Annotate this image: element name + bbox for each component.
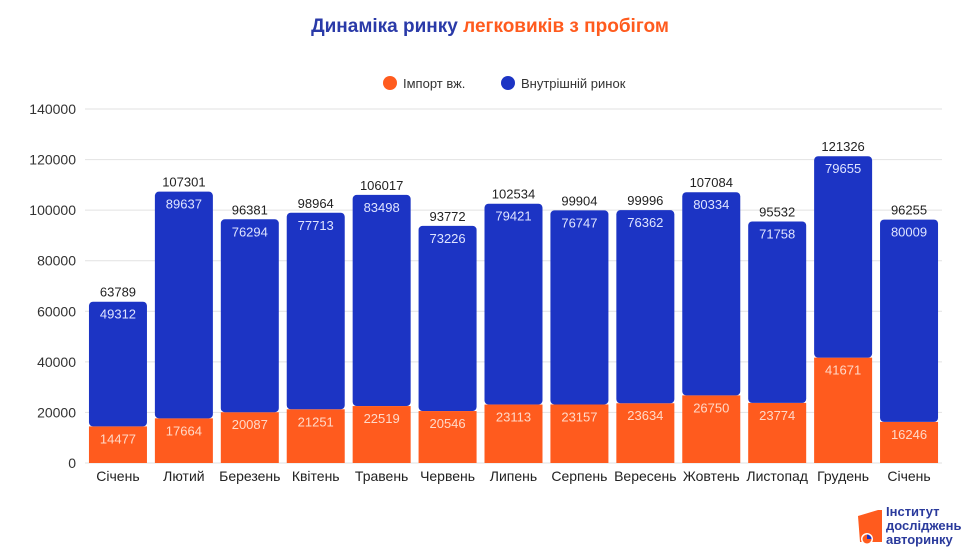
x-tick-label: Вересень — [614, 468, 677, 484]
data-label: 80009 — [891, 225, 927, 240]
total-label: 98964 — [298, 196, 334, 211]
bar-segment — [154, 418, 213, 463]
y-tick-label: 140000 — [29, 101, 76, 117]
y-tick-label: 40000 — [37, 354, 76, 370]
total-label: 96255 — [891, 203, 927, 218]
bar-segment — [484, 404, 543, 463]
x-tick-label: Травень — [355, 468, 408, 484]
title-part-2: легковиків з пробігом — [463, 16, 669, 37]
data-label: 23774 — [759, 408, 795, 423]
bar-segment — [88, 301, 147, 427]
data-label: 89637 — [166, 197, 202, 212]
x-tick-label: Липень — [490, 468, 537, 484]
bar-segment — [286, 212, 345, 410]
bar-segment — [550, 404, 609, 463]
legend-label: Внутрішній ринок — [521, 76, 626, 91]
data-label: 80334 — [693, 197, 729, 212]
bar-segment — [418, 411, 477, 463]
x-tick-label: Січень — [96, 468, 139, 484]
bar-segment — [418, 225, 477, 412]
title-part-1: Динаміка ринку — [311, 16, 458, 37]
data-label: 14477 — [100, 431, 136, 446]
logo-line-3: авторинку — [886, 532, 953, 547]
bar-segment — [550, 210, 609, 405]
bar-segment — [616, 210, 675, 404]
data-label: 23634 — [627, 408, 663, 423]
data-label: 83498 — [364, 200, 400, 215]
data-label: 21251 — [298, 414, 334, 429]
y-tick-label: 120000 — [29, 152, 76, 168]
logo-car-icon — [858, 510, 882, 545]
data-label: 22519 — [364, 411, 400, 426]
y-tick-label: 60000 — [37, 303, 76, 319]
bar-segment — [352, 406, 411, 463]
data-label: 73226 — [429, 231, 465, 246]
total-label: 99996 — [627, 193, 663, 208]
y-tick-label: 0 — [68, 455, 76, 471]
total-label: 121326 — [821, 139, 864, 154]
total-label: 99904 — [561, 193, 597, 208]
x-tick-label: Серпень — [551, 468, 607, 484]
bar-segment — [880, 421, 939, 463]
y-tick-label: 20000 — [37, 404, 76, 420]
bar-segment — [352, 194, 411, 407]
data-label: 76294 — [232, 224, 268, 239]
x-tick-label: Лютий — [163, 468, 204, 484]
total-label: 107084 — [690, 175, 733, 190]
bar-segment — [880, 219, 939, 422]
data-label: 41671 — [825, 363, 861, 378]
bar-segment — [220, 219, 279, 413]
legend-label: Імпорт вж. — [403, 76, 465, 91]
legend-marker — [383, 76, 397, 90]
data-label: 76362 — [627, 215, 663, 230]
x-tick-label: Жовтень — [683, 468, 740, 484]
bar-segment — [814, 357, 873, 463]
x-tick-label: Листопад — [746, 468, 808, 484]
x-tick-label: Квітень — [292, 468, 340, 484]
data-label: 20546 — [429, 416, 465, 431]
total-label: 107301 — [162, 175, 205, 190]
bar-segment — [616, 403, 675, 463]
data-label: 16246 — [891, 427, 927, 442]
chart-title: Динаміка ринку легковиків з пробігом — [0, 16, 980, 38]
data-label: 17664 — [166, 423, 202, 438]
data-label: 20087 — [232, 417, 268, 432]
bar-segment — [748, 221, 807, 403]
total-label: 96381 — [232, 202, 268, 217]
data-label: 49312 — [100, 307, 136, 322]
bar-segment — [154, 191, 213, 419]
total-label: 93772 — [429, 209, 465, 224]
logo-line-2: досліджень — [886, 518, 962, 533]
data-label: 26750 — [693, 400, 729, 415]
total-label: 95532 — [759, 204, 795, 219]
bar-segment — [88, 426, 147, 463]
total-label: 106017 — [360, 178, 403, 193]
data-label: 23157 — [561, 409, 597, 424]
bar-segment — [484, 203, 543, 405]
total-label: 102534 — [492, 187, 535, 202]
logo-line-1: Інститут — [886, 504, 940, 519]
x-tick-label: Березень — [219, 468, 280, 484]
logo: Інститут досліджень авторинку — [858, 505, 962, 547]
y-tick-label: 100000 — [29, 202, 76, 218]
bar-segment — [220, 412, 279, 463]
bar-segment — [682, 395, 741, 463]
data-label: 71758 — [759, 226, 795, 241]
total-label: 63789 — [100, 285, 136, 300]
bar-segment — [682, 192, 741, 396]
data-label: 23113 — [496, 410, 531, 425]
bar-segment — [286, 409, 345, 463]
data-label: 77713 — [298, 218, 334, 233]
bar-segment — [814, 156, 873, 358]
data-label: 76747 — [561, 215, 597, 230]
data-label: 79421 — [495, 209, 531, 224]
x-tick-label: Січень — [887, 468, 930, 484]
bar-segment — [748, 402, 807, 463]
y-tick-label: 80000 — [37, 253, 76, 269]
data-label: 79655 — [825, 161, 861, 176]
x-tick-label: Червень — [420, 468, 475, 484]
x-tick-label: Грудень — [817, 468, 869, 484]
legend-marker — [501, 76, 515, 90]
